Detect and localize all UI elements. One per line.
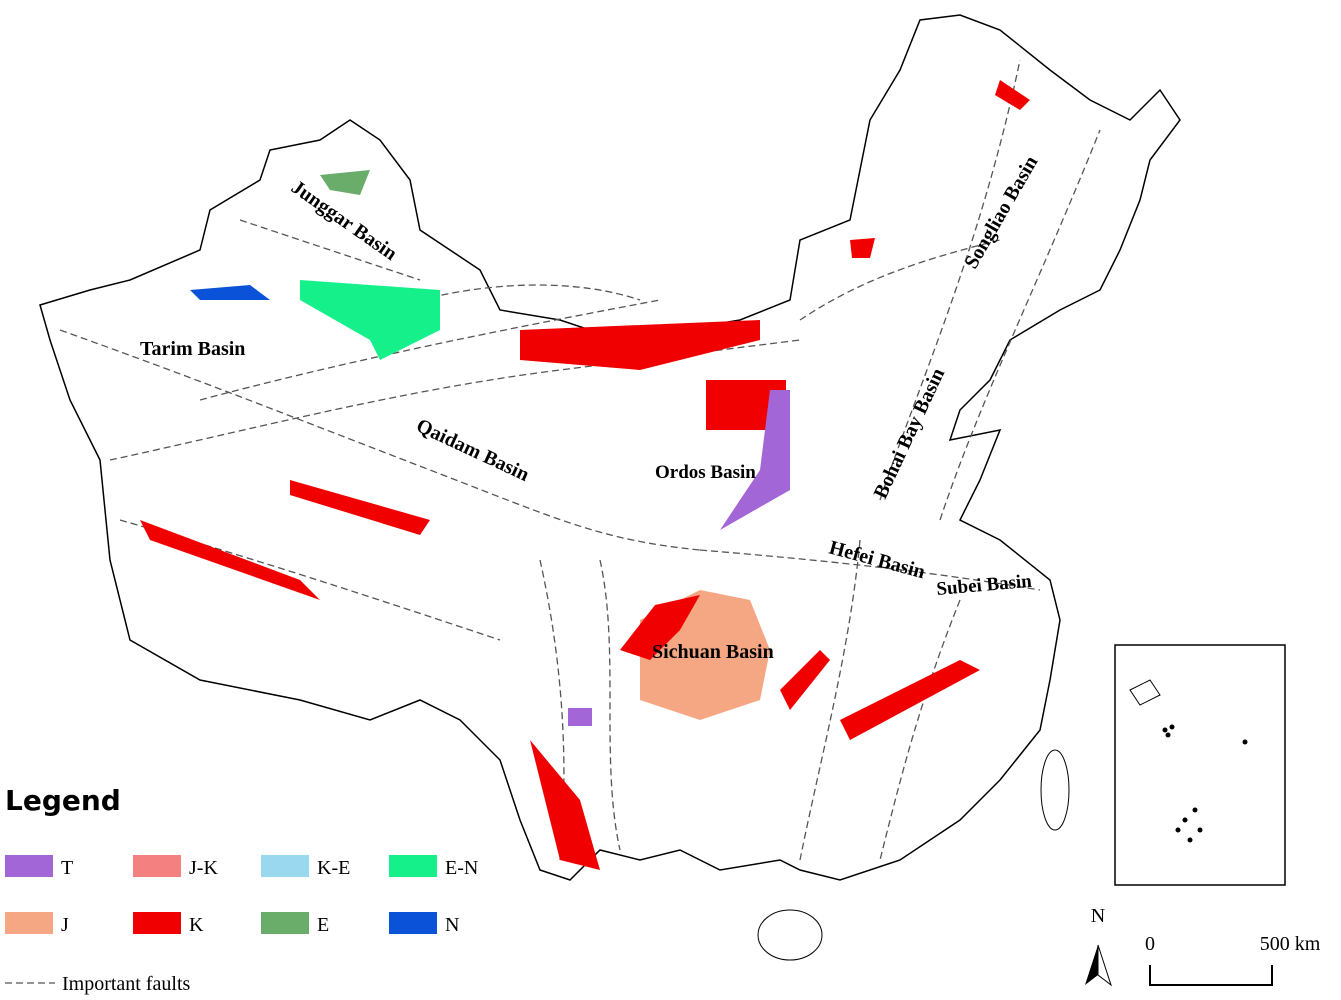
legend-swatch (133, 855, 181, 877)
legend: Legend T J-K K-E E-N J K E N Important faults (5, 784, 478, 995)
k-belt-1 (520, 320, 760, 370)
faults (59, 59, 1101, 861)
legend-swatch (261, 912, 309, 934)
legend-label: T (61, 857, 73, 879)
e-junggar (320, 170, 370, 195)
hainan (757, 909, 823, 961)
legend-swatch (389, 855, 437, 877)
k-south (530, 740, 600, 870)
ordos-t (720, 390, 790, 530)
legend-label: E-N (445, 857, 478, 879)
china-outline (39, 14, 1181, 881)
inset (1114, 644, 1286, 886)
k-belt-5 (840, 660, 980, 740)
scale-bar: 0 500 km (1145, 933, 1321, 986)
legend-swatch (261, 855, 309, 877)
legend-label: N (445, 914, 459, 936)
en-junggar (300, 280, 440, 360)
sichuan-k (620, 595, 700, 660)
legend-label: J (61, 914, 69, 936)
taiwan (1040, 749, 1070, 831)
scale-start: 0 (1145, 933, 1155, 955)
basin-label: Ordos Basin (655, 462, 756, 483)
deposits (140, 80, 1030, 870)
scale-end: 500 km (1260, 933, 1321, 955)
legend-swatch (133, 912, 181, 934)
k-ne-2 (850, 238, 875, 258)
north-label: N (1091, 905, 1105, 927)
k-ne-1 (995, 80, 1030, 110)
basin-label: Sichuan Basin (652, 641, 774, 663)
k-belt-2 (140, 520, 320, 600)
north-arrow: N (1085, 905, 1112, 987)
legend-swatch (389, 912, 437, 934)
legend-label: K-E (317, 857, 350, 879)
basin-label: Tarim Basin (140, 338, 245, 360)
k-belt-3 (290, 480, 430, 535)
legend-swatch (5, 855, 53, 877)
t-yunnan (568, 708, 592, 726)
n-junggar (190, 285, 270, 300)
legend-label: E (317, 914, 329, 936)
legend-label: J-K (189, 857, 218, 879)
legend-label: K (189, 914, 204, 936)
legend-swatch (5, 912, 53, 934)
k-belt-4 (780, 650, 830, 710)
legend-title: Legend (5, 784, 121, 817)
legend-fault-label: Important faults (62, 973, 191, 995)
